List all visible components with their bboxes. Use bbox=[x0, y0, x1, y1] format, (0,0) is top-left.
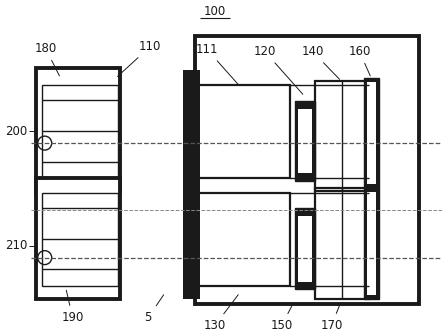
Text: 120: 120 bbox=[254, 45, 303, 94]
Text: 140: 140 bbox=[301, 45, 340, 79]
Bar bbox=[42, 193, 118, 286]
Bar bbox=[183, 71, 200, 188]
Text: 170: 170 bbox=[320, 303, 343, 332]
Bar bbox=[195, 36, 419, 304]
Bar bbox=[315, 81, 369, 191]
Bar bbox=[298, 109, 311, 173]
Bar bbox=[36, 69, 120, 193]
Text: 200: 200 bbox=[5, 125, 27, 138]
Bar bbox=[365, 78, 379, 188]
Bar bbox=[365, 188, 379, 299]
Bar bbox=[315, 188, 369, 299]
Text: 210: 210 bbox=[5, 239, 27, 252]
Bar bbox=[365, 78, 379, 188]
Bar bbox=[36, 178, 120, 299]
Bar bbox=[295, 208, 315, 290]
Bar bbox=[195, 193, 290, 286]
Text: 100: 100 bbox=[204, 5, 226, 18]
Text: 160: 160 bbox=[348, 45, 371, 76]
Text: 110: 110 bbox=[117, 40, 162, 77]
Bar bbox=[298, 216, 311, 282]
Text: 130: 130 bbox=[204, 295, 238, 332]
Bar bbox=[195, 85, 290, 178]
Bar bbox=[367, 82, 377, 184]
Bar bbox=[42, 85, 118, 178]
Text: 180: 180 bbox=[35, 42, 59, 76]
Bar bbox=[295, 208, 315, 290]
Bar bbox=[295, 101, 315, 181]
Text: 190: 190 bbox=[62, 290, 84, 324]
Bar bbox=[367, 192, 377, 295]
Text: 150: 150 bbox=[271, 303, 293, 332]
Bar bbox=[295, 101, 315, 181]
Text: 111: 111 bbox=[196, 43, 238, 84]
Text: 5: 5 bbox=[144, 295, 163, 324]
Bar bbox=[365, 188, 379, 299]
Bar bbox=[183, 178, 200, 299]
